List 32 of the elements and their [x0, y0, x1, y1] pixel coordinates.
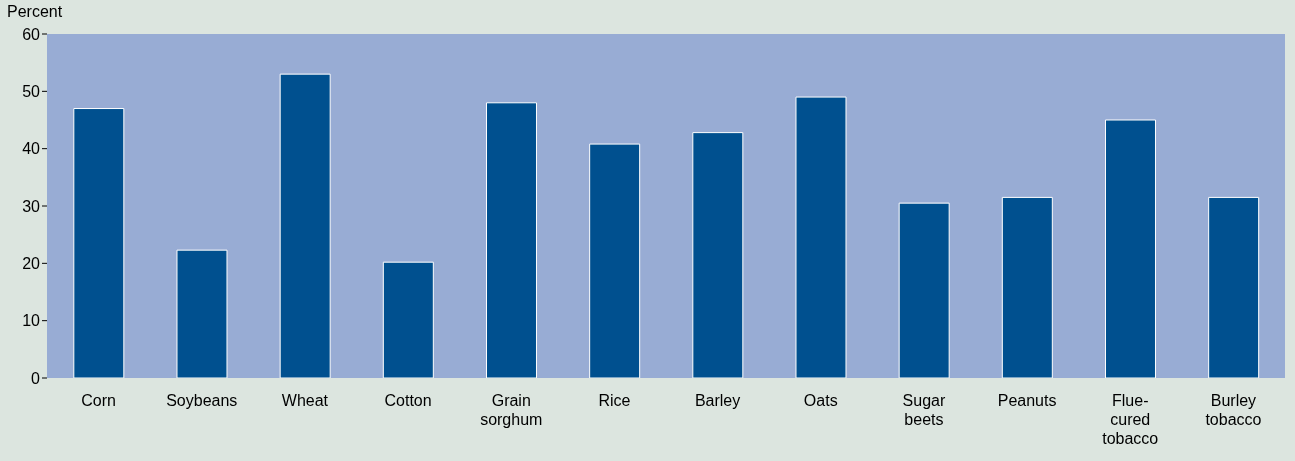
bar — [176, 249, 228, 378]
bar — [1208, 196, 1260, 378]
y-tick-label: 60 — [22, 25, 41, 43]
x-tick-label: Peanuts — [997, 392, 1057, 409]
y-tick-label: 40 — [22, 140, 41, 158]
y-tick-label: 10 — [22, 312, 41, 330]
x-tick-label: Grain sorghum — [480, 392, 543, 428]
x-tick-label: Rice — [598, 392, 631, 409]
x-tick-label: Soybeans — [166, 392, 238, 409]
y-tick-label: 30 — [22, 197, 41, 215]
x-tick-label: Corn — [81, 392, 116, 409]
y-tick-label: 50 — [22, 83, 41, 101]
bar — [1104, 119, 1156, 378]
x-tick-label: Burley tobacco — [1205, 392, 1262, 428]
bar — [73, 108, 125, 378]
x-tick-label: Sugar beets — [902, 392, 946, 428]
x-tick-label: Cotton — [384, 392, 432, 409]
bar — [589, 143, 641, 378]
bar — [382, 261, 434, 378]
bar — [692, 132, 744, 378]
y-tick-label: 0 — [31, 369, 41, 387]
bar — [795, 96, 847, 378]
x-tick-label: Wheat — [281, 392, 329, 409]
x-tick-label: Barley — [694, 392, 741, 409]
y-tick-label: 20 — [22, 255, 41, 273]
bar — [485, 102, 537, 378]
x-tick-label: Oats — [803, 392, 838, 409]
x-tick-label: Flue-cured tobacco — [1102, 392, 1159, 447]
bar — [1001, 196, 1053, 378]
bar — [279, 73, 331, 378]
bar — [898, 202, 950, 378]
y-axis-title: Percent — [7, 3, 63, 21]
